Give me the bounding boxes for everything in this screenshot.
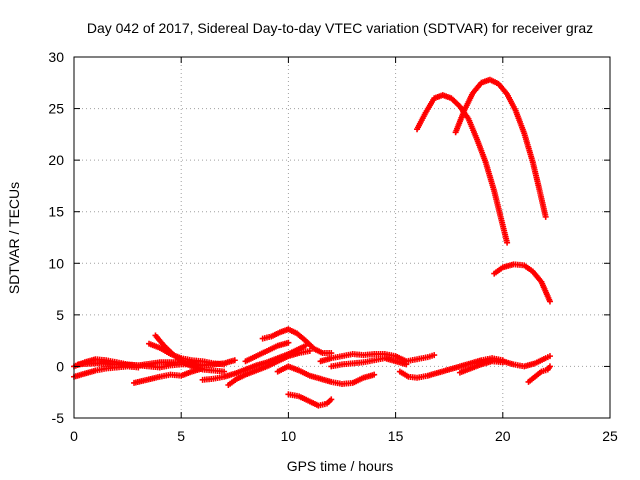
data-point <box>328 350 335 357</box>
axis-ticks: 0 5 10 15 20 25 -5 0 5 10 15 20 25 30 <box>48 49 618 444</box>
series-track-12 <box>259 326 335 357</box>
chart-title: Day 042 of 2017, Sidereal Day-to-day VTE… <box>87 20 593 36</box>
data-point <box>546 353 553 360</box>
data-point <box>231 357 238 364</box>
series-track-15 <box>317 351 438 365</box>
plot-frame <box>73 56 611 419</box>
series-track-16 <box>328 355 410 370</box>
x-tick-label: 10 <box>281 428 297 444</box>
y-tick-label: 5 <box>56 307 64 323</box>
data-point <box>546 363 553 370</box>
y-tick-label: 15 <box>48 204 64 220</box>
data-point <box>221 361 228 368</box>
y-tick-label: 10 <box>48 255 64 271</box>
data-series <box>71 76 553 409</box>
series-track-20 <box>525 363 553 385</box>
x-tick-label: 0 <box>70 428 78 444</box>
series-track-2 <box>491 261 553 305</box>
series-track-19 <box>474 353 553 370</box>
series-track-1 <box>452 76 549 220</box>
y-tick-label: 0 <box>56 358 64 374</box>
y-tick-label: 25 <box>48 101 64 117</box>
x-tick-label: 15 <box>388 428 404 444</box>
y-tick-label: 30 <box>48 49 64 65</box>
data-point <box>504 239 511 246</box>
data-point <box>371 371 378 378</box>
data-point <box>403 361 410 368</box>
data-point <box>542 213 549 220</box>
series-track-14 <box>285 391 335 409</box>
x-axis-title: GPS time / hours <box>287 458 394 474</box>
series-track-13 <box>274 363 378 387</box>
series-track-0 <box>414 92 511 246</box>
series-track-17 <box>396 355 506 381</box>
y-tick-label: 20 <box>48 152 64 168</box>
data-point <box>285 339 292 346</box>
x-tick-label: 25 <box>602 428 618 444</box>
series-track-11 <box>242 339 292 365</box>
data-point <box>306 347 313 354</box>
series-track-8 <box>152 332 228 375</box>
data-point <box>221 368 228 375</box>
data-point <box>546 298 553 305</box>
x-tick-label: 5 <box>177 428 185 444</box>
y-axis-title: SDTVAR / TECUs <box>6 182 22 294</box>
x-tick-label: 20 <box>495 428 511 444</box>
data-point <box>328 396 335 403</box>
y-tick-label: -5 <box>52 410 65 426</box>
data-point <box>431 352 438 359</box>
series-track-10 <box>225 347 313 388</box>
